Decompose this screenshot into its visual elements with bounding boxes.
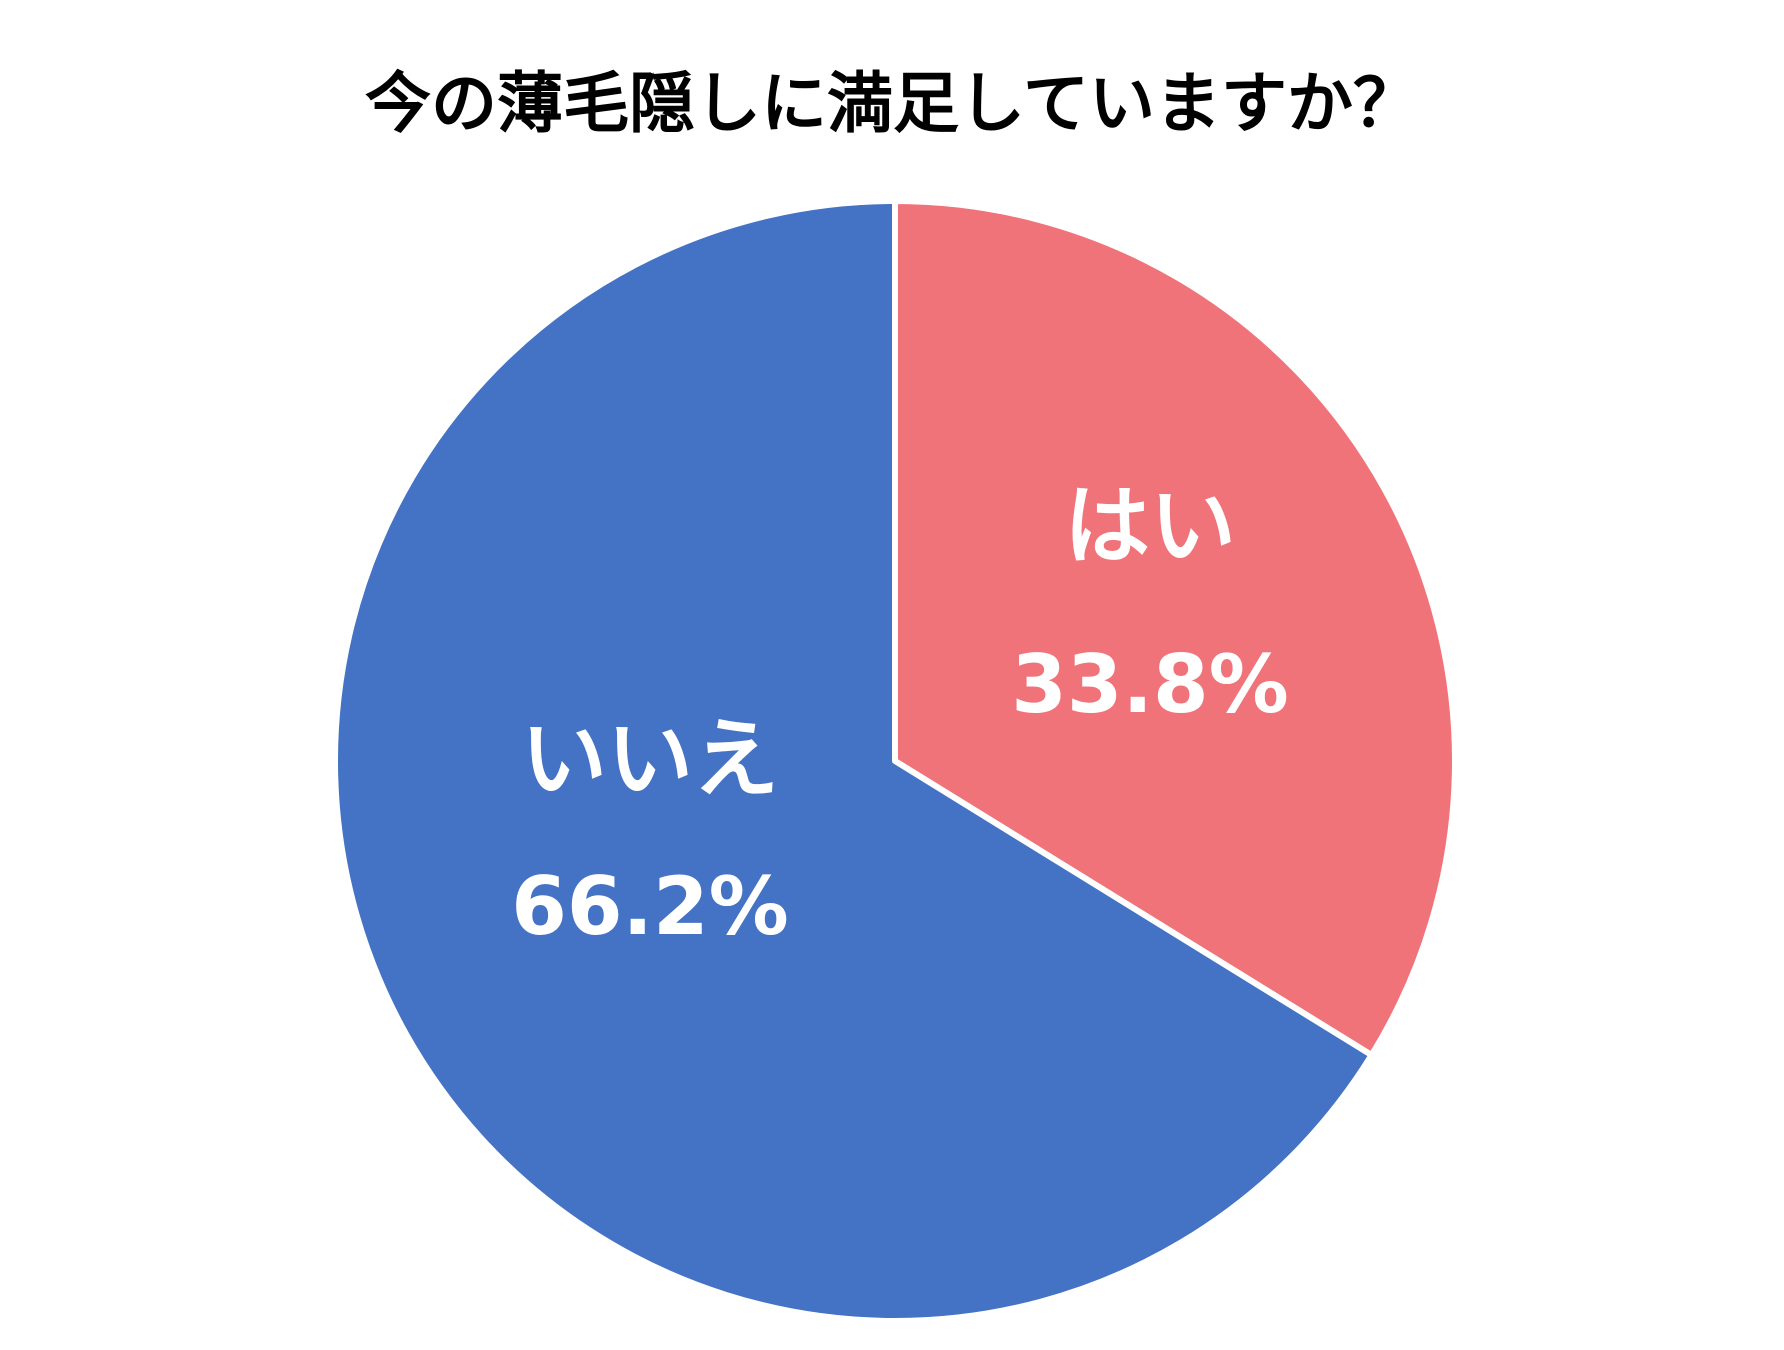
pie-slice [332, 198, 1375, 1324]
slice-category-label: いいえ [521, 709, 779, 809]
chart-title: 今の薄毛隠しに満足していますか？ [365, 65, 1419, 142]
slice-category-label: はい [1064, 476, 1236, 576]
pie-slice [892, 198, 1458, 1059]
slice-value-label: 33.8% [1011, 638, 1289, 731]
slice-value-label: 66.2% [511, 860, 789, 953]
